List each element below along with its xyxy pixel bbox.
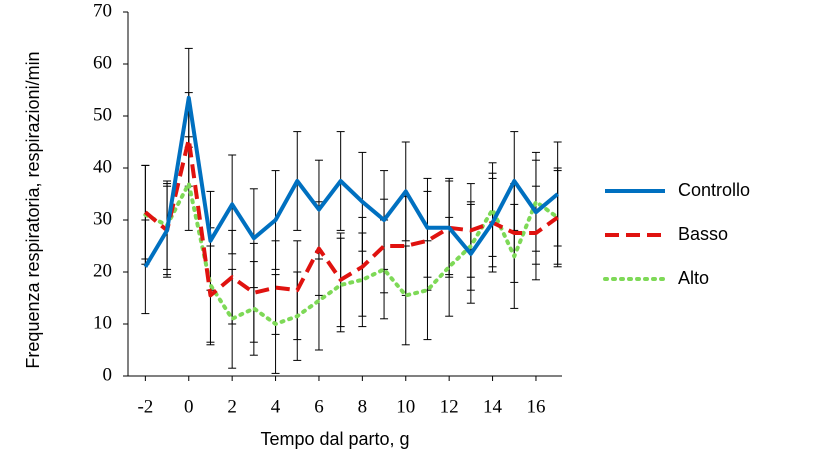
legend-label: Controllo (678, 180, 750, 200)
legend-label: Alto (678, 268, 709, 288)
x-tick-label: 6 (314, 396, 324, 417)
x-axis-title: Tempo dal parto, g (260, 429, 409, 449)
x-tick-label: 2 (227, 396, 237, 417)
x-tick-label: 12 (440, 396, 459, 417)
x-tick-label: -2 (137, 396, 153, 417)
y-tick-label: 40 (93, 156, 112, 177)
x-tick-label: 4 (271, 396, 281, 417)
y-tick-label: 70 (93, 0, 112, 21)
y-axis-title: Frequenza respiratoria, respirazioni/min (23, 51, 43, 368)
y-tick-label: 0 (103, 364, 113, 385)
legend-label: Basso (678, 224, 728, 244)
error-bar (488, 162, 497, 257)
x-tick-label: 0 (184, 396, 194, 417)
y-tick-label: 60 (93, 52, 112, 73)
error-bar (445, 216, 454, 317)
y-tick-label: 10 (93, 312, 112, 333)
y-tick-label: 20 (93, 260, 112, 281)
series-line (144, 137, 559, 298)
x-tick-label: 8 (358, 396, 368, 417)
x-tick-label: 10 (396, 396, 415, 417)
y-tick-label: 30 (93, 208, 112, 229)
x-tick-label: 14 (483, 396, 503, 417)
x-tick-label: 16 (526, 396, 545, 417)
series-line (143, 95, 559, 268)
error-bar (423, 240, 432, 341)
error-bar (358, 232, 367, 328)
series-line (143, 181, 560, 326)
y-tick-label: 50 (93, 104, 112, 125)
